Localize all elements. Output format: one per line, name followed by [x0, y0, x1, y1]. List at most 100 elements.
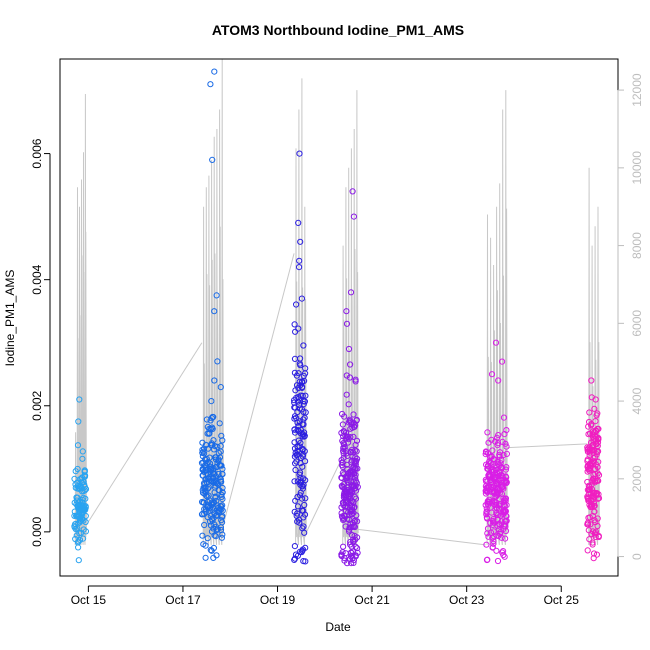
data-point [299, 485, 306, 492]
data-point [501, 496, 508, 503]
data-point [496, 453, 503, 460]
data-point [300, 431, 307, 438]
data-point [347, 555, 354, 563]
data-point [297, 439, 304, 446]
data-point [492, 339, 500, 346]
y2-tick-label: 8000 [630, 232, 644, 259]
data-point [344, 465, 351, 473]
data-point [212, 456, 220, 463]
data-point [502, 466, 509, 473]
y-tick-label: 0.006 [30, 138, 44, 168]
y2-tick-label: 0 [630, 553, 644, 560]
data-point [486, 471, 493, 478]
data-point [199, 439, 206, 446]
data-point [212, 484, 219, 491]
y2-axis: 0 2000 4000 6000 8000 10000 12000 [617, 73, 644, 560]
data-point [214, 508, 221, 515]
data-point [488, 436, 495, 443]
data-point [588, 422, 595, 429]
data-point [302, 495, 309, 502]
data-point [489, 534, 496, 542]
data-point [302, 409, 309, 416]
data-point [296, 264, 303, 271]
data-point [71, 524, 78, 531]
data-point [291, 439, 298, 446]
data-point [352, 536, 359, 543]
data-point [202, 506, 209, 513]
x-tick-label: Oct 25 [544, 593, 580, 607]
altitude-transit-line [85, 342, 203, 526]
data-point [352, 441, 359, 448]
data-point [217, 443, 224, 450]
data-point [352, 459, 359, 466]
data-point [299, 453, 306, 460]
data-point [79, 448, 86, 455]
data-point [296, 401, 303, 409]
data-point [595, 532, 602, 540]
data-point [500, 414, 508, 421]
altitude-profile [202, 58, 224, 545]
data-point [594, 515, 601, 522]
data-point [498, 534, 505, 541]
data-point [502, 495, 509, 502]
data-point [81, 473, 89, 480]
data-point [209, 413, 216, 421]
data-point [339, 421, 346, 428]
data-point [340, 440, 347, 447]
data-point [503, 450, 510, 457]
data-point [495, 461, 502, 468]
data-point [209, 517, 216, 524]
data-point [202, 542, 209, 549]
data-point [342, 496, 349, 504]
data-point [297, 238, 304, 245]
data-point [82, 528, 90, 535]
data-point [218, 432, 225, 439]
data-point [299, 507, 306, 514]
data-point [343, 391, 350, 398]
data-point [298, 495, 306, 502]
data-point [217, 526, 225, 534]
data-point [296, 405, 303, 412]
data-point [216, 474, 223, 481]
data-point [76, 396, 83, 403]
y2-tick-label: 4000 [630, 387, 644, 414]
data-point [490, 467, 497, 474]
data-point [500, 451, 507, 459]
data-point [343, 320, 351, 327]
data-point [590, 555, 597, 562]
data-point [498, 518, 505, 525]
data-point [500, 526, 507, 533]
data-point [214, 358, 221, 365]
data-point [212, 533, 219, 540]
data-point [341, 554, 348, 562]
data-point [210, 437, 217, 444]
data-point [212, 523, 219, 530]
data-point [219, 484, 226, 492]
data-point [211, 308, 218, 315]
data-point [349, 471, 356, 478]
data-point [495, 377, 502, 384]
data-point [352, 378, 359, 385]
data-point [483, 556, 491, 564]
data-point [500, 509, 507, 516]
data-point [484, 487, 491, 495]
data-point [345, 401, 352, 408]
data-point [490, 540, 497, 547]
data-point [585, 486, 593, 493]
data-point [352, 376, 359, 383]
data-point [204, 535, 211, 542]
data-point [350, 411, 357, 418]
data-point [502, 535, 509, 542]
data-point [199, 510, 206, 518]
y-tick-label: 0.004 [30, 264, 44, 294]
data-point [216, 420, 223, 427]
data-point [594, 522, 601, 530]
data-point [295, 325, 302, 332]
data-point [347, 289, 355, 296]
data-point [499, 549, 506, 556]
data-point [594, 425, 601, 432]
data-point [202, 464, 209, 471]
data-point [350, 498, 357, 505]
data-point [302, 365, 309, 372]
